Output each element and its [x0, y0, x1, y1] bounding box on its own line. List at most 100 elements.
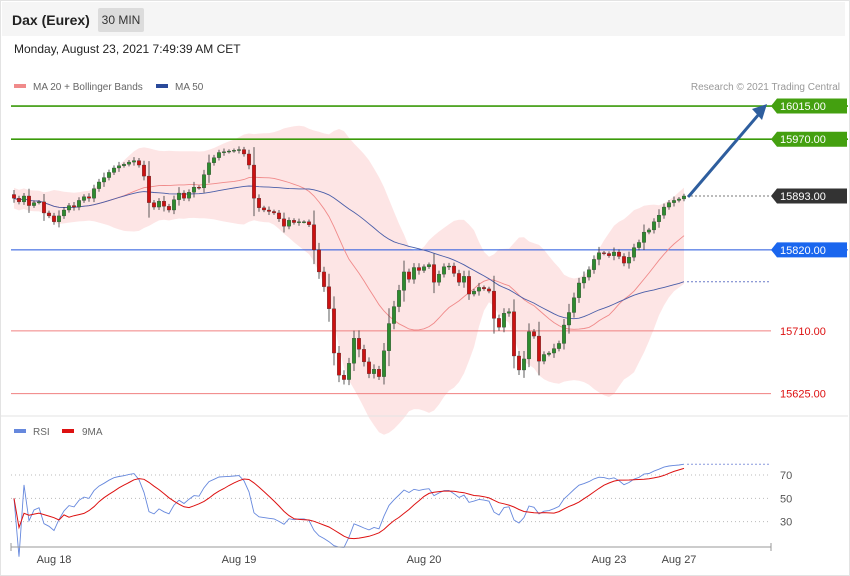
chart-header: Dax (Eurex) 30 MIN: [2, 2, 845, 36]
candle-body: [187, 192, 191, 199]
candle-body: [567, 312, 571, 326]
bollinger-band: [14, 125, 684, 435]
candle-body: [107, 172, 111, 178]
candle-body: [62, 209, 66, 217]
candle-body: [387, 323, 391, 351]
rsi-grid: 70 50 30: [11, 470, 792, 529]
candle-body: [357, 338, 361, 350]
instrument-title: Dax (Eurex): [12, 12, 90, 28]
candle-body: [177, 192, 181, 200]
candle-body: [602, 252, 606, 254]
candle-body: [307, 221, 311, 225]
candle-body: [632, 247, 636, 258]
candle-body: [447, 265, 451, 268]
candle-body: [402, 271, 406, 291]
level-tag-15970.00: [771, 131, 847, 147]
candle-body: [337, 352, 341, 376]
candle-body: [347, 363, 351, 380]
candle-body: [427, 264, 431, 267]
candle-body: [82, 196, 86, 201]
candle-body: [377, 369, 381, 377]
candle-body: [202, 174, 206, 189]
candle-body: [492, 290, 496, 319]
candle-body: [67, 205, 71, 211]
timeframe-badge[interactable]: 30 MIN: [98, 8, 144, 32]
candle-body: [192, 187, 196, 193]
candle-body: [312, 224, 316, 250]
level-tag-15893.00: [771, 188, 847, 204]
forecast-arrow-shaft: [687, 112, 761, 198]
candle-body: [172, 199, 176, 211]
candle-body: [512, 311, 516, 357]
rsi-ma-legend-label: 9MA: [82, 427, 103, 438]
candles: [12, 146, 686, 386]
copyright-text: Research © 2021 Trading Central: [691, 82, 840, 93]
candle-body: [662, 206, 666, 216]
candle-body: [437, 273, 441, 283]
candle-body: [52, 215, 56, 222]
candle-body: [622, 256, 626, 264]
candle-body: [477, 287, 481, 292]
level-tag-15820.00: [771, 242, 847, 258]
candle-body: [302, 221, 306, 223]
x-tick-label: Aug 19: [222, 554, 257, 566]
candle-body: [517, 355, 521, 371]
candle-body: [457, 273, 461, 283]
candle-body: [482, 287, 486, 290]
candle-body: [332, 308, 336, 354]
rsi-legend-swatch: [14, 429, 26, 433]
candle-body: [197, 187, 201, 189]
candle-body: [252, 164, 256, 199]
candle-body: [267, 209, 271, 212]
candle-body: [127, 161, 131, 165]
forecast-arrow: [687, 104, 767, 198]
candle-body: [182, 192, 186, 199]
candle-body: [227, 150, 231, 153]
candle-body: [397, 290, 401, 307]
candle-body: [247, 153, 251, 166]
candle-body: [32, 202, 36, 206]
candle-body: [422, 266, 426, 271]
candle-body: [652, 221, 656, 231]
x-tick-label: Aug 27: [662, 554, 697, 566]
candle-body: [452, 265, 456, 274]
candle-body: [672, 200, 676, 203]
candle-body: [287, 220, 291, 227]
candle-body: [12, 194, 16, 199]
candle-body: [162, 201, 166, 207]
candle-body: [42, 201, 46, 214]
candle-body: [577, 282, 581, 298]
candle-body: [27, 195, 31, 206]
candle-body: [647, 229, 651, 233]
candle-body: [157, 201, 161, 208]
candle-body: [552, 348, 556, 354]
candle-body: [502, 313, 506, 328]
level-label-15820.00: 15820.00: [780, 245, 826, 257]
candle-body: [72, 205, 76, 208]
x-axis: Aug 18 Aug 19 Aug 20 Aug 23 Aug 27: [10, 543, 772, 566]
candle-body: [222, 151, 226, 153]
candle-body: [462, 276, 466, 283]
candle-body: [37, 201, 41, 204]
candle-body: [237, 149, 241, 151]
level-tag-16015.00: [771, 98, 847, 114]
candle-body: [407, 271, 411, 280]
level-label-16015.00: 16015.00: [780, 101, 826, 113]
candle-body: [132, 160, 136, 163]
candle-body: [102, 177, 106, 183]
candle-body: [542, 354, 546, 362]
candle-body: [522, 358, 526, 371]
x-tick-label: Aug 23: [592, 554, 627, 566]
ma50-legend-label: MA 50: [175, 82, 204, 93]
candle-body: [627, 257, 631, 264]
rsi-tick-30: 30: [780, 517, 792, 529]
candle-body: [77, 200, 81, 208]
candle-body: [547, 352, 551, 355]
level-label-15893.00: 15893.00: [780, 191, 826, 203]
candle-body: [122, 164, 126, 166]
candle-body: [217, 152, 221, 158]
candle-body: [537, 335, 541, 362]
moving-averages: [13, 176, 771, 331]
candle-body: [97, 181, 101, 189]
rsi-tick-70: 70: [780, 470, 792, 482]
